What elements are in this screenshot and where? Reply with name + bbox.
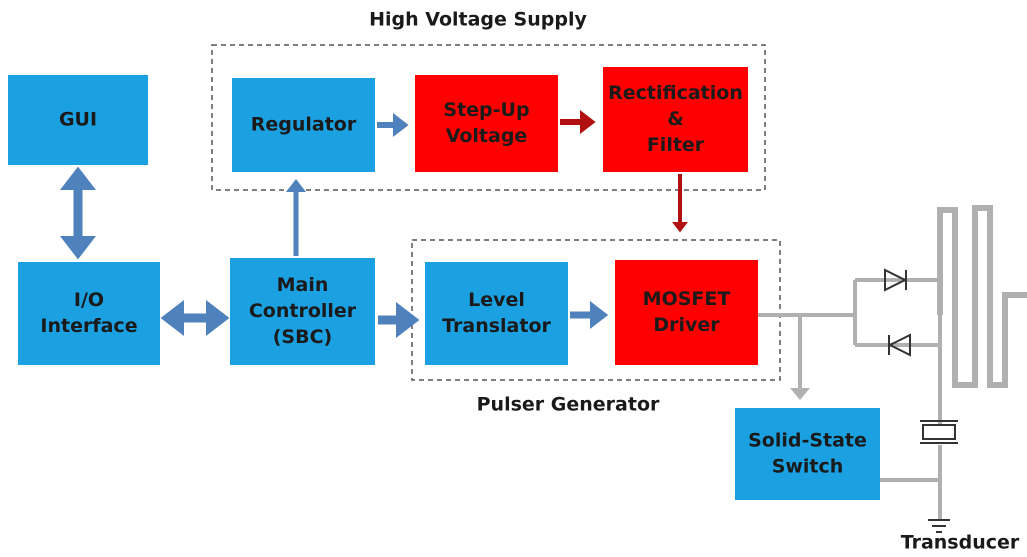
node-box xyxy=(230,258,375,365)
node-label: Main xyxy=(277,274,329,296)
node-label: Interface xyxy=(40,315,137,337)
diode xyxy=(884,268,911,357)
node-label: (SBC) xyxy=(273,326,332,348)
transducer-label: Transducer xyxy=(901,532,1020,554)
node-label: Switch xyxy=(772,456,844,478)
coil xyxy=(937,205,1027,388)
node-label: Level xyxy=(468,289,525,311)
node-label: Regulator xyxy=(251,114,357,136)
node-box xyxy=(425,262,568,365)
node-label: Controller xyxy=(249,300,357,322)
node-label: Rectification xyxy=(608,82,743,104)
node-label: I/O xyxy=(74,289,104,311)
node-label: & xyxy=(667,108,684,130)
circuit: Transducer xyxy=(758,205,1027,554)
node-box xyxy=(18,262,160,365)
nodes: GUI I/O Interface Main Controller (SBC) Regula… xyxy=(8,67,880,500)
node-box xyxy=(603,67,748,172)
node-label: Filter xyxy=(647,134,705,156)
group-label: High Voltage Supply xyxy=(369,9,587,31)
node-box xyxy=(735,408,880,500)
node-box xyxy=(615,260,758,365)
node-label: Translator xyxy=(442,315,551,337)
node-label: Step-Up xyxy=(443,99,529,121)
ground xyxy=(920,420,958,533)
arrows xyxy=(60,110,688,338)
node-label: Solid-State xyxy=(748,430,867,452)
node-box xyxy=(8,75,148,165)
node-box xyxy=(232,78,375,172)
hv-group xyxy=(211,44,766,191)
node-label: Voltage xyxy=(446,125,528,147)
node-box xyxy=(415,75,558,172)
crystal xyxy=(922,424,956,440)
node-label: MOSFET xyxy=(643,288,731,310)
node-label: GUI xyxy=(59,109,97,131)
node-label: Driver xyxy=(653,314,720,336)
group-label: Pulser Generator xyxy=(477,394,660,416)
